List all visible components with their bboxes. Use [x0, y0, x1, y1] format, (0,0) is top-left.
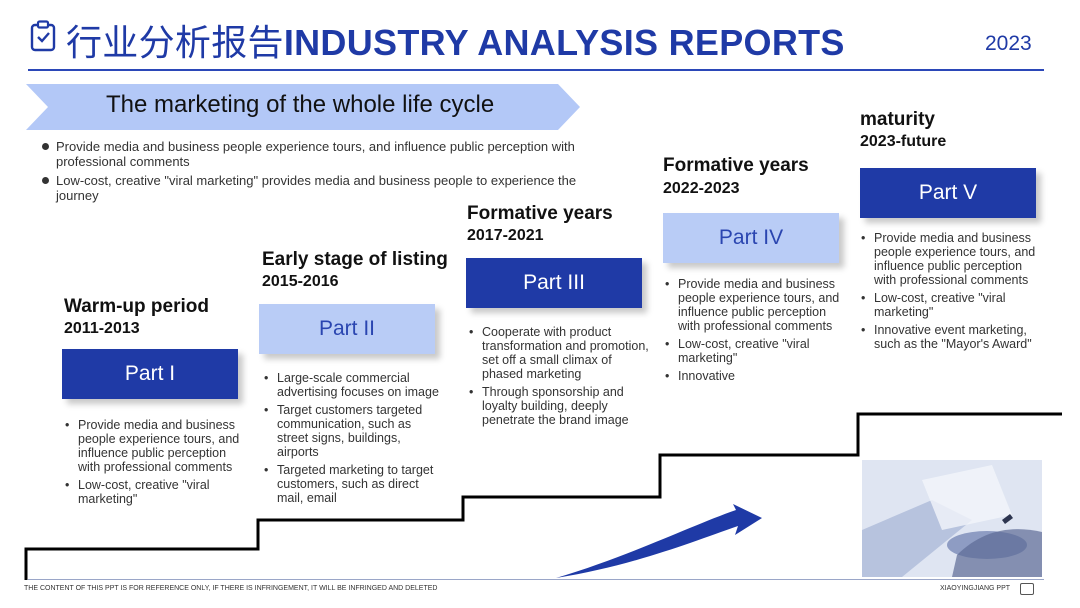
part-iv-box: Part IV [663, 213, 839, 263]
part-i-box: Part I [62, 349, 238, 399]
stage-2-bullets: Large-scale commercial advertising focus… [263, 371, 445, 509]
stage-bullet: Cooperate with product transformation an… [469, 325, 650, 381]
stage-bullet: Low-cost, creative "viral marketing" [861, 291, 1042, 319]
part-iii-box: Part III [466, 258, 642, 308]
stage-bullet: Targeted marketing to target customers, … [264, 463, 445, 505]
stage-2-years: 2015-2016 [262, 273, 339, 290]
stage-1-bullets: Provide media and business people experi… [64, 418, 246, 510]
stage-bullet: Low-cost, creative "viral marketing" [665, 337, 846, 365]
intro-list: Provide media and business people experi… [40, 139, 600, 207]
stage-5-title: maturity [860, 109, 935, 130]
footer-brand: XIAOYINGJIANG PPT [940, 585, 1011, 592]
header-divider [28, 69, 1044, 71]
banner-arrow-shape [26, 84, 580, 130]
stage-4-years: 2022-2023 [663, 180, 740, 197]
stage-3-bullets: Cooperate with product transformation an… [468, 325, 650, 431]
stage-bullet: Target customers targeted communication,… [264, 403, 445, 459]
banner-title: The marketing of the whole life cycle [106, 91, 495, 118]
stage-bullet: Low-cost, creative "viral marketing" [65, 478, 246, 506]
stage-4-bullets: Provide media and business people experi… [664, 277, 846, 387]
stage-3-title: Formative years [467, 203, 613, 224]
stage-bullet: Through sponsorship and loyalty building… [469, 385, 650, 427]
stage-bullet: Large-scale commercial advertising focus… [264, 371, 445, 399]
page-title-en: INDUSTRY ANALYSIS REPORTS [283, 22, 845, 63]
header-year: 2023 [985, 32, 1032, 55]
stage-5-years: 2023-future [860, 133, 947, 150]
intro-bullet: Provide media and business people experi… [42, 139, 600, 169]
stage-bullet: Innovative event marketing, such as the … [861, 323, 1042, 351]
presentation-icon [1020, 583, 1034, 595]
intro-bullet: Low-cost, creative "viral marketing" pro… [42, 173, 600, 203]
clipboard-icon [30, 20, 56, 52]
stage-1-years: 2011-2013 [64, 320, 140, 337]
page-title-cn: 行业分析报告 [66, 23, 284, 64]
part-ii-box: Part II [259, 304, 435, 354]
footer-divider [28, 579, 1044, 580]
part-v-box: Part V [860, 168, 1036, 218]
stage-bullet: Innovative [665, 369, 846, 383]
stage-bullet: Provide media and business people experi… [861, 231, 1042, 287]
stage-3-years: 2017-2021 [467, 227, 544, 244]
stage-2-title: Early stage of listing [262, 249, 448, 270]
business-meeting-photo [862, 460, 1042, 577]
footer-disclaimer: THE CONTENT OF THIS PPT IS FOR REFERENCE… [24, 585, 438, 592]
stage-5-bullets: Provide media and business people experi… [860, 231, 1042, 355]
stage-bullet: Provide media and business people experi… [65, 418, 246, 474]
stage-bullet: Provide media and business people experi… [665, 277, 846, 333]
stage-4-title: Formative years [663, 155, 809, 176]
page-title: 行业分析报告INDUSTRY ANALYSIS REPORTS [66, 14, 845, 66]
stage-1-title: Warm-up period [64, 296, 209, 317]
